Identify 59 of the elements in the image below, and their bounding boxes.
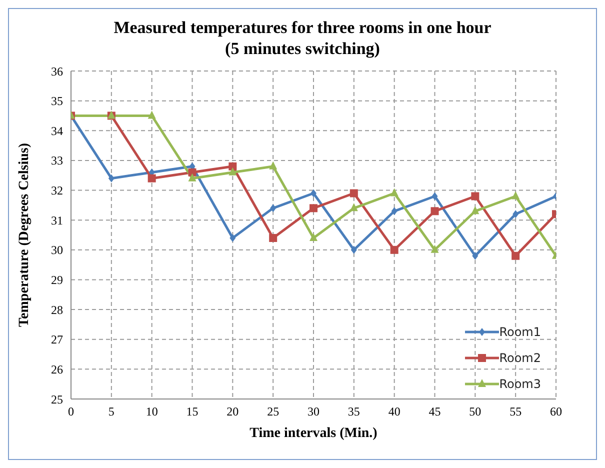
y-tick-label: 25: [51, 392, 63, 406]
point: [230, 234, 236, 242]
point: [350, 246, 357, 254]
point: [270, 204, 276, 212]
x-tick-label: 55: [510, 404, 522, 419]
point: [228, 167, 237, 176]
x-tick-label: 50: [469, 404, 482, 419]
x-tick-label: 10: [146, 404, 158, 419]
point: [391, 207, 398, 216]
point: [390, 246, 398, 254]
y-tick-label: 28: [51, 302, 63, 317]
x-tick-label: 60: [550, 404, 562, 419]
y-tick-label: 27: [51, 332, 63, 347]
y-tick-label: 29: [51, 272, 63, 287]
point: [310, 232, 318, 241]
x-tick-label: 30: [308, 404, 320, 419]
x-tick-label: 5: [108, 404, 114, 419]
y-tick-label: 31: [51, 213, 63, 228]
point: [471, 192, 480, 200]
y-tick-label: 33: [51, 154, 63, 168]
y-tick-label: 35: [51, 94, 63, 108]
y-tick-label: 32: [51, 184, 63, 198]
y-axis-title: Temperature (Degrees Celsius): [16, 142, 32, 328]
point: [432, 192, 438, 200]
point: [430, 207, 439, 216]
point: [269, 234, 278, 242]
point: [148, 174, 156, 182]
x-tick-label: 15: [186, 404, 198, 419]
point: [512, 210, 519, 218]
x-tick-label: 45: [428, 404, 441, 419]
point: [350, 189, 358, 198]
y-tick-label: 30: [51, 243, 63, 258]
point: [188, 168, 196, 176]
x-tick-label: 35: [348, 404, 360, 419]
point: [269, 161, 278, 170]
x-tick-label: 25: [267, 404, 280, 419]
point: [310, 189, 316, 198]
point: [512, 252, 520, 260]
point: [148, 110, 156, 119]
point: [228, 162, 237, 170]
x-axis-title: Time intervals (Min.): [250, 426, 378, 441]
chart-title: Measured temperatures for three rooms in one hour (5 minutes switching): [112, 17, 492, 59]
legend-label: Room2: [499, 351, 541, 365]
legend-label: Room3: [499, 377, 541, 391]
point: [390, 188, 398, 196]
point: [512, 191, 520, 200]
y-tick-label: 34: [51, 124, 63, 138]
x-tick-label: 40: [388, 404, 400, 419]
y-tick-label: 26: [51, 362, 63, 376]
point: [471, 206, 480, 214]
point: [430, 244, 439, 253]
point: [472, 252, 478, 260]
point: [310, 204, 318, 212]
legend-label: Room1: [499, 325, 541, 339]
point: [188, 173, 196, 182]
x-tick-label: 0: [68, 404, 74, 419]
x-tick-label: 20: [226, 404, 239, 419]
y-tick-label: 36: [51, 64, 63, 78]
point: [108, 174, 114, 182]
